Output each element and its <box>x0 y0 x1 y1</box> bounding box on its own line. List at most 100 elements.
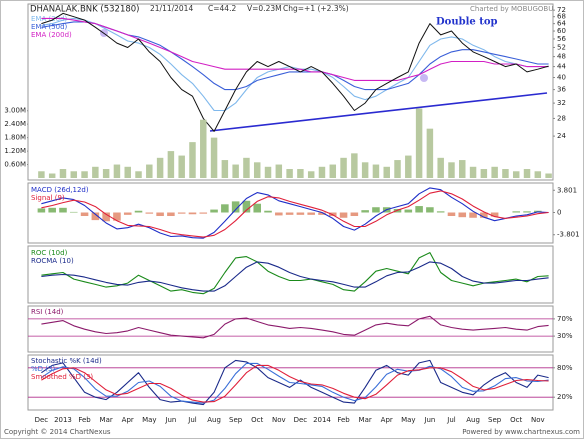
legend-entry: Smoothed %D (3) <box>31 373 93 381</box>
x-tick-label: Dec <box>35 416 49 424</box>
volume-bar <box>426 128 434 178</box>
y-tick-label: 48 <box>557 53 566 61</box>
histogram-bar <box>426 207 434 213</box>
x-tick-label: May <box>401 416 415 424</box>
series-line <box>41 17 549 112</box>
volume-bar <box>167 151 175 178</box>
x-tick-label: Jun <box>164 416 176 424</box>
series-line <box>41 261 549 292</box>
volume-bar <box>253 162 261 178</box>
histogram-bar <box>253 203 262 213</box>
histogram-bar <box>404 209 413 213</box>
crossover-dot <box>420 74 428 82</box>
volume-bar <box>178 155 185 178</box>
footer-left: Copyright © 2014 ChartNexus <box>4 428 111 436</box>
histogram-bar <box>350 212 359 217</box>
price-line <box>41 12 549 132</box>
histogram-bar <box>296 212 305 215</box>
footer-right: Powered by www.chartnexus.com <box>462 428 580 436</box>
header-date: 21/11/2014 <box>150 4 193 13</box>
volume-bar <box>469 166 477 178</box>
x-tick-label: Aug <box>466 416 480 424</box>
y-tick-label: 40 <box>557 74 566 82</box>
series-line <box>41 187 549 239</box>
volume-bar <box>200 119 207 178</box>
histogram-bar <box>490 212 499 217</box>
volume-bar <box>124 166 131 178</box>
x-tick-label: Feb <box>78 416 91 424</box>
histogram-bar <box>37 208 46 213</box>
volume-bar <box>351 153 358 178</box>
histogram-bar <box>512 211 521 213</box>
x-tick-label: Feb <box>337 416 350 424</box>
histogram-bar <box>318 212 326 215</box>
annotation: Double top <box>436 17 498 28</box>
y-tick-label: 3.801 <box>557 186 577 194</box>
histogram-bar <box>458 212 467 218</box>
x-tick-label: May <box>142 416 156 424</box>
histogram-bar <box>59 207 67 213</box>
histogram-bar <box>339 212 348 218</box>
volume-bar <box>415 108 423 178</box>
legend-entry: EMA (20d) <box>31 15 68 23</box>
series-line <box>41 190 549 238</box>
volume-bar <box>437 157 444 178</box>
volume-bar <box>459 160 466 178</box>
histogram-bar <box>523 211 531 213</box>
x-tick-label: Nov <box>531 416 545 424</box>
volume-bar <box>491 166 498 178</box>
legend-entry: Signal (9) <box>31 194 65 202</box>
legend-entry: RSI (14d) <box>31 308 64 316</box>
volume-bar <box>264 166 272 178</box>
volume-bar <box>502 169 509 178</box>
credit: Charted by MOBUGOBU <box>470 5 553 13</box>
volume-bar <box>534 171 542 178</box>
volume-bar <box>383 166 390 178</box>
histogram-bar <box>469 212 477 218</box>
volume-bar <box>38 171 45 178</box>
histogram-bar <box>480 212 488 218</box>
volume-bar <box>448 162 455 178</box>
histogram-bar <box>210 209 218 213</box>
volume-bar <box>545 173 552 178</box>
legend-entry: %D (3) <box>31 365 55 373</box>
histogram-bar <box>372 207 380 213</box>
histogram-bar <box>221 204 229 213</box>
volume-bar <box>81 171 88 178</box>
y-tick-label: 56 <box>557 35 566 43</box>
roc-panel <box>27 245 554 304</box>
histogram-bar <box>156 212 164 217</box>
series-line <box>41 315 549 339</box>
histogram-bar <box>69 211 78 213</box>
volume-bar <box>70 171 78 178</box>
histogram-bar <box>48 207 56 213</box>
volume-bar <box>394 160 401 178</box>
y-tick-label: 2.40M <box>4 120 26 128</box>
x-tick-label: Nov <box>272 416 286 424</box>
x-tick-label: Sep <box>229 416 243 424</box>
x-tick-label: Jul <box>187 416 197 424</box>
x-tick-label: Jul <box>446 416 456 424</box>
x-tick-label: 2014 <box>313 416 331 424</box>
x-tick-label: Aug <box>207 416 221 424</box>
volume-bar <box>48 173 56 178</box>
y-tick-label: 52 <box>557 43 566 51</box>
legend-entry: ROC (10d) <box>31 249 68 257</box>
y-tick-label: 20% <box>557 393 573 401</box>
x-tick-label: Apr <box>381 416 393 424</box>
header-close: C=44.2 <box>208 4 236 13</box>
volume-bar <box>329 164 337 178</box>
volume-bar <box>318 166 326 178</box>
histogram-bar <box>436 211 445 213</box>
series-line <box>41 359 549 406</box>
trend-line <box>209 92 548 132</box>
histogram-bar <box>447 212 456 217</box>
volume-bar <box>512 171 520 178</box>
x-tick-label: Sep <box>488 416 502 424</box>
y-tick-label: 36 <box>557 86 566 94</box>
histogram-bar <box>242 200 251 213</box>
histogram-bar <box>145 212 154 214</box>
legend-entry: MACD (26d,12d) <box>31 186 89 194</box>
volume-bar <box>340 157 347 178</box>
legend-entry: EMA (50d) <box>31 23 68 31</box>
